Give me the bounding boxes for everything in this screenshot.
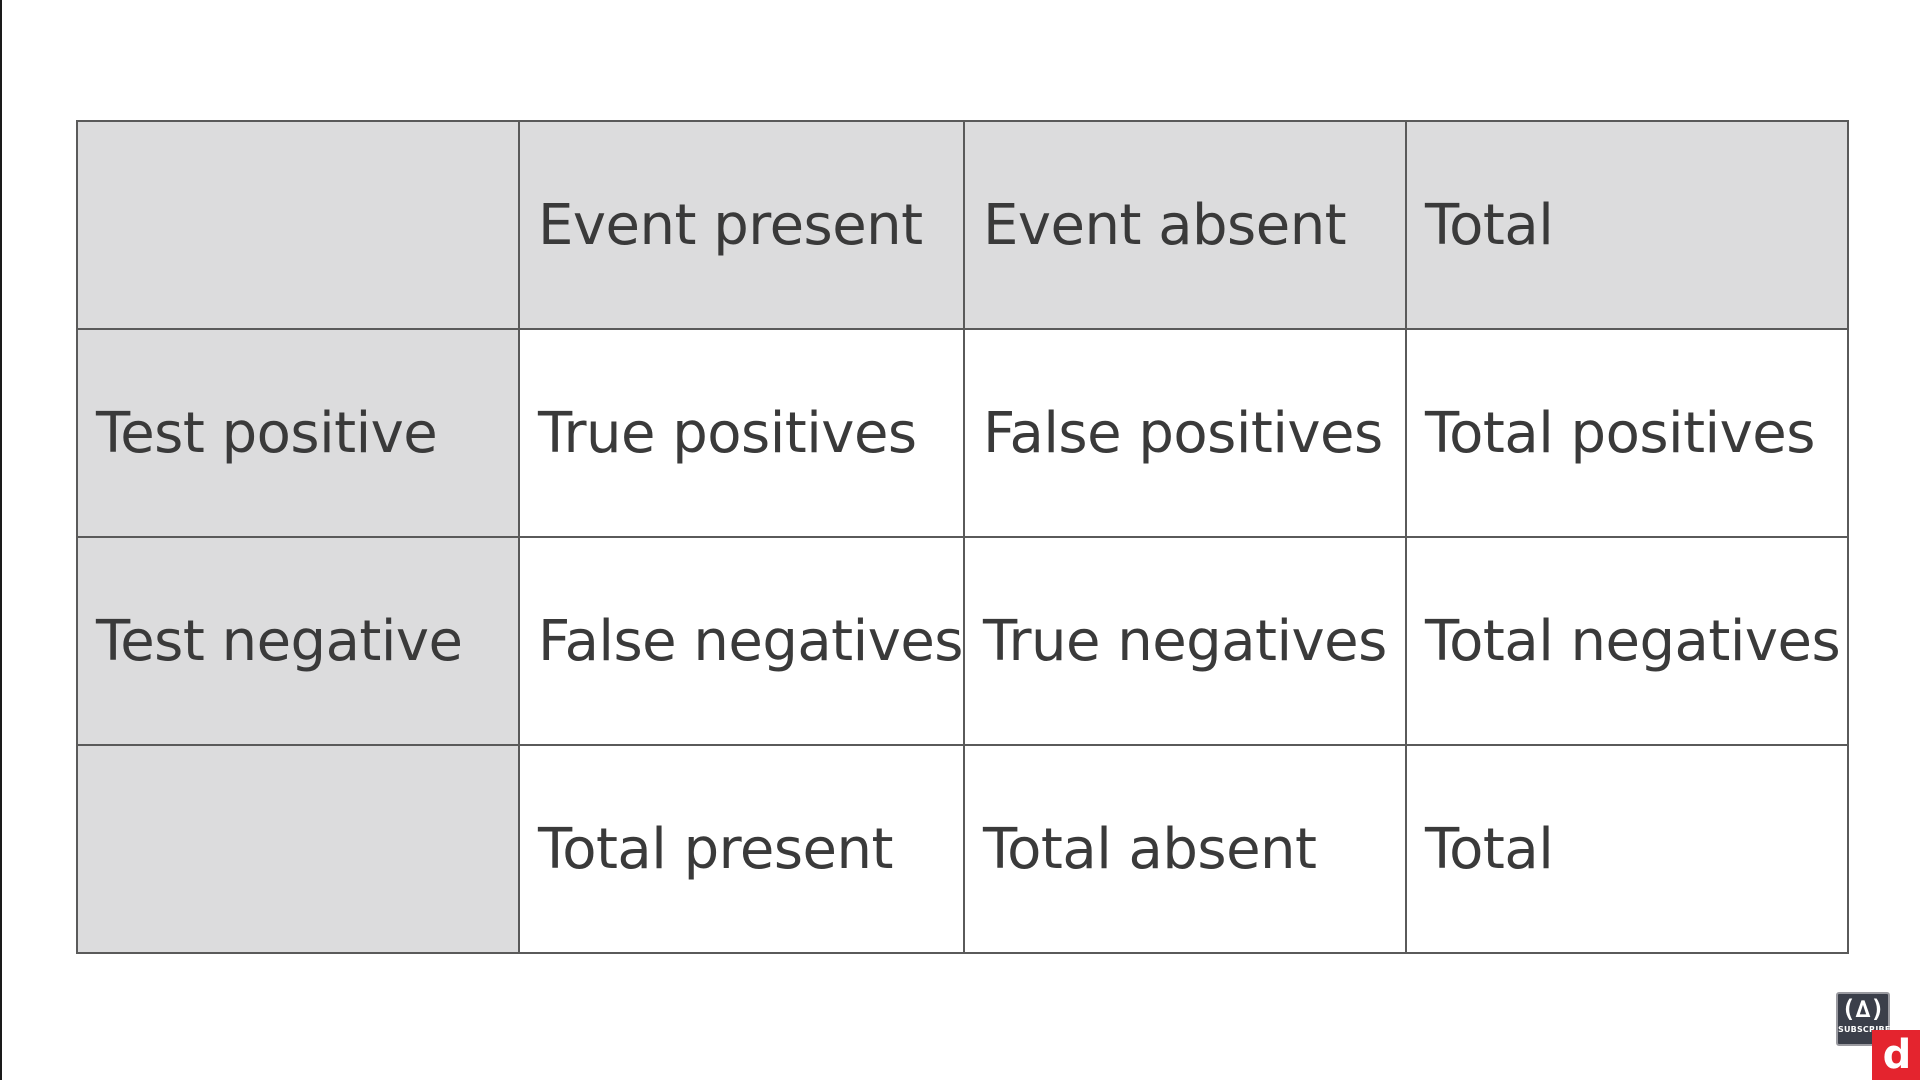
table-header-row: Event present Event absent Total [76,120,1849,330]
row-header-test-positive: Test positive [76,328,520,538]
flame-icon: (∆) [1841,995,1885,1023]
cell-total-present: Total present [518,744,965,954]
table-row: Test positive True positives False posit… [76,328,1849,538]
cell-total-absent: Total absent [962,744,1407,954]
cell-false-positives: False positives [962,328,1407,538]
table-row: Total present Total absent Total [76,744,1849,954]
column-header-event-present: Event present [518,120,965,330]
table-corner-cell [76,120,520,330]
brand-logo: d [1872,1030,1920,1080]
cell-grand-total: Total [1404,744,1849,954]
cell-true-negatives: True negatives [962,536,1407,746]
row-header-test-negative: Test negative [76,536,520,746]
cell-false-negatives: False negatives [518,536,965,746]
cell-total-positives: Total positives [1404,328,1849,538]
table-row: Test negative False negatives True negat… [76,536,1849,746]
subscribe-label: SUBSCRIBE [1838,1025,1891,1034]
column-header-total: Total [1404,120,1849,330]
row-header-totals [76,744,520,954]
confusion-matrix-table: Event present Event absent Total Test po… [76,120,1849,954]
cell-true-positives: True positives [518,328,965,538]
column-header-event-absent: Event absent [962,120,1407,330]
cell-total-negatives: Total negatives [1404,536,1849,746]
subscribe-button[interactable]: (∆) SUBSCRIBE [1836,992,1890,1046]
